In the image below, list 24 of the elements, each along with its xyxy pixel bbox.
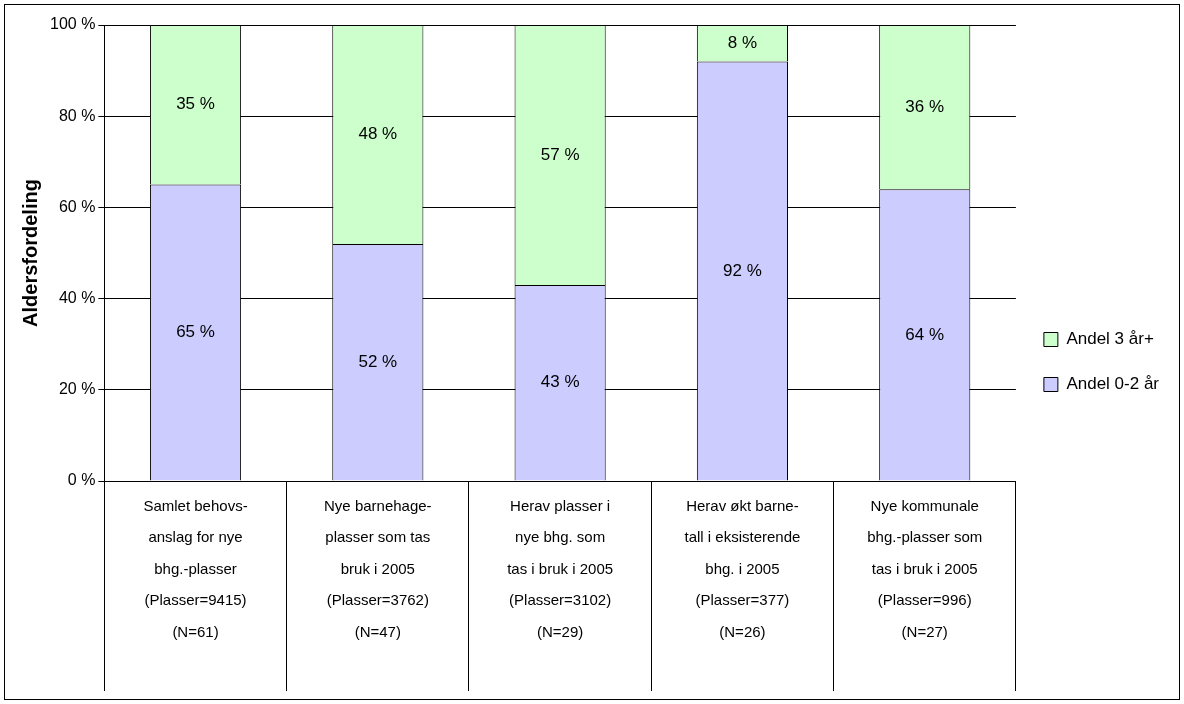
data-label: 8 % <box>727 32 758 52</box>
data-label: 35 % <box>176 94 215 114</box>
y-tick-label: 20 % <box>58 380 96 398</box>
y-tick-label: 40 % <box>58 289 96 307</box>
data-label: 48 % <box>358 124 398 144</box>
data-label: 43 % <box>540 372 580 392</box>
legend-label: Andel 3 år+ <box>1066 329 1154 349</box>
legend-label: Andel 0-2 år <box>1066 374 1160 394</box>
x-tick-label: Nye barnehage- plasser som tas bruk i 2005 (Plasser=3762) (N=47) <box>324 496 432 640</box>
x-tick-label: Herav økt barne- tall i eksisterende bhg. i 2005 (Plasser=377) (N=26) <box>684 496 801 640</box>
data-label: 36 % <box>905 96 945 116</box>
y-tick-label: 80 % <box>58 106 96 124</box>
data-label: 64 % <box>905 324 945 344</box>
data-label: 52 % <box>358 351 398 371</box>
data-label: 92 % <box>723 260 762 280</box>
y-tick-label: 60 % <box>58 197 96 215</box>
y-axis-title: Aldersfordeling <box>18 179 41 327</box>
x-tick-label: Herav plasser i nye bhg. som tas i bruk i 2005 (Plasser=3102) (N=29) <box>507 496 614 640</box>
y-tick-label: 0 % <box>67 471 96 489</box>
data-label: 57 % <box>540 144 580 164</box>
y-tick-label: 100 % <box>49 15 96 33</box>
x-tick-label: Nye kommunale bhg.-plasser som tas i bruk i 2005 (Plasser=996) (N=27) <box>867 496 983 640</box>
x-tick-label: Samlet behovs- anslag for nye bhg.-plasser (Plasser=9415) (N=61) <box>143 496 248 640</box>
data-label: 65 % <box>176 322 215 342</box>
